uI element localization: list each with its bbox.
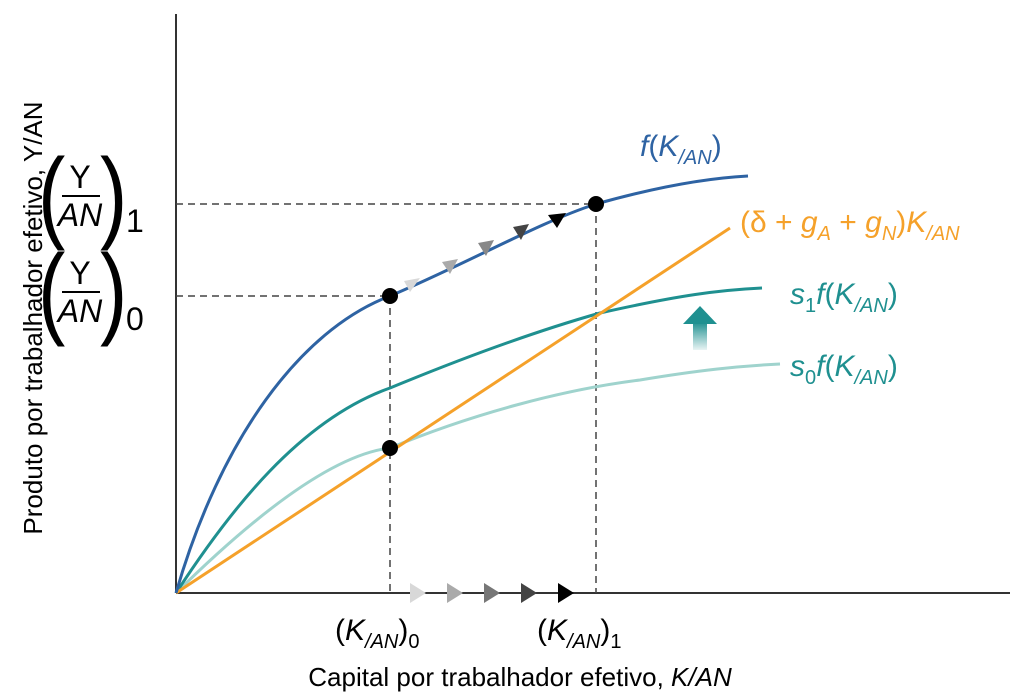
savings-shift-arrow [683, 306, 717, 350]
saving-0-curve [174, 362, 781, 595]
transition-arrows-curve [404, 213, 566, 292]
y1-denominator: AN [56, 197, 103, 233]
saving-1-label: s1f(K/AN) [790, 278, 898, 317]
y-tick-y1: ( Y AN ) 1 [38, 137, 144, 252]
y0-subscript: 0 [126, 301, 144, 337]
y0-numerator: Y [69, 255, 90, 291]
x-tick-k1: (K/AN)1 [537, 614, 621, 653]
x-tick-k0: (K/AN)0 [335, 614, 419, 653]
svg-text:): ) [100, 137, 127, 252]
point-y0 [382, 288, 398, 304]
y0-denominator: AN [56, 293, 103, 329]
y1-numerator: Y [69, 159, 90, 195]
svg-text:): ) [100, 233, 127, 348]
point-y1 [588, 196, 604, 212]
production-curve [174, 174, 749, 594]
break-even-line [175, 226, 731, 595]
x-axis-title: Capital por trabalhador efetivo, K/AN [308, 662, 732, 692]
y1-subscript: 1 [126, 203, 144, 239]
break-even-label: (δ + gA + gN)K/AN [740, 206, 960, 245]
svg-text:(: ( [38, 233, 65, 348]
y-tick-y0: ( Y AN ) 0 [38, 233, 144, 348]
svg-text:(: ( [38, 137, 65, 252]
point-break-even-0 [382, 440, 398, 456]
y-axis-title: Produto por trabalhador efetivo, Y/AN [18, 101, 48, 534]
production-label: f(K/AN) [640, 130, 722, 169]
transition-arrows-axis [410, 583, 574, 603]
saving-0-label: s0f(K/AN) [790, 350, 898, 389]
saving-1-curve [174, 286, 763, 594]
